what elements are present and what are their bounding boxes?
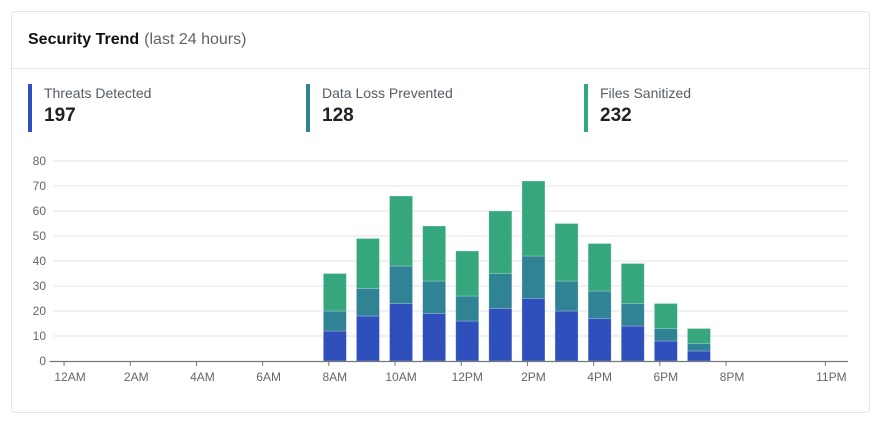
kpi-row: Threats Detected 197 Data Loss Prevented… bbox=[28, 84, 869, 134]
bar-threats-detected bbox=[455, 320, 480, 362]
bar-files-sanitized bbox=[521, 180, 546, 257]
bar-files-sanitized bbox=[587, 243, 612, 292]
bar-threats-detected bbox=[653, 340, 678, 362]
bar-threats-detected bbox=[587, 318, 612, 362]
y-tick-label: 0 bbox=[39, 354, 46, 368]
kpi-label: Data Loss Prevented bbox=[322, 85, 453, 101]
bar-files-sanitized bbox=[488, 210, 513, 274]
bar-threats-detected bbox=[521, 298, 546, 362]
bar-files-sanitized bbox=[620, 263, 645, 304]
bar-files-sanitized bbox=[356, 238, 380, 289]
bar-data-loss-prevented bbox=[455, 295, 480, 322]
card-title: Security Trend bbox=[28, 31, 140, 48]
y-tick-label: 70 bbox=[33, 179, 47, 193]
bar-files-sanitized bbox=[653, 303, 678, 329]
x-tick-label: 12PM bbox=[452, 370, 483, 384]
bar-files-sanitized bbox=[554, 223, 579, 282]
bar-threats-detected bbox=[620, 325, 645, 362]
y-tick-label: 20 bbox=[33, 304, 47, 318]
x-tick-label: 12AM bbox=[54, 370, 85, 384]
kpi-label: Threats Detected bbox=[44, 85, 152, 101]
y-tick-label: 40 bbox=[33, 254, 47, 268]
x-tick-label: 2PM bbox=[521, 370, 546, 384]
bar-threats-detected bbox=[554, 310, 579, 362]
y-tick-label: 10 bbox=[33, 329, 47, 343]
bar-threats-detected bbox=[687, 350, 711, 362]
bar-threats-detected bbox=[488, 308, 513, 362]
bar-data-loss-prevented bbox=[323, 310, 347, 332]
bar-files-sanitized bbox=[389, 195, 413, 267]
x-tick-label: 11PM bbox=[816, 370, 846, 384]
bar-files-sanitized bbox=[422, 225, 446, 282]
kpi-value: 128 bbox=[322, 105, 354, 126]
bar-data-loss-prevented bbox=[356, 288, 380, 317]
bar-files-sanitized bbox=[455, 250, 480, 297]
bar-data-loss-prevented bbox=[554, 280, 579, 312]
x-tick-label: 8PM bbox=[720, 370, 745, 384]
bar-threats-detected bbox=[323, 330, 347, 362]
x-tick-label: 6AM bbox=[256, 370, 281, 384]
x-tick-label: 6PM bbox=[654, 370, 679, 384]
bar-files-sanitized bbox=[687, 328, 711, 344]
kpi-threats-detected: Threats Detected 197 bbox=[28, 84, 151, 132]
kpi-value: 197 bbox=[44, 105, 76, 126]
y-tick-label: 60 bbox=[33, 204, 47, 218]
kpi-label: Files Sanitized bbox=[600, 85, 692, 101]
y-tick-label: 80 bbox=[33, 154, 47, 168]
bar-threats-detected bbox=[356, 315, 380, 362]
bar-data-loss-prevented bbox=[587, 290, 612, 319]
kpi-files-sanitized: Files Sanitized 232 bbox=[584, 84, 691, 132]
y-tick-label: 30 bbox=[33, 279, 47, 293]
x-tick-label: 8AM bbox=[323, 370, 348, 384]
x-tick-label: 4PM bbox=[587, 370, 612, 384]
x-tick-label: 4AM bbox=[190, 370, 215, 384]
kpi-value: 232 bbox=[600, 105, 632, 126]
card-header: Security Trend (last 24 hours) bbox=[12, 12, 869, 69]
bar-data-loss-prevented bbox=[521, 255, 546, 299]
kpi-data-loss-prevented: Data Loss Prevented 128 bbox=[306, 84, 453, 132]
x-tick-label: 2AM bbox=[124, 370, 149, 384]
bar-data-loss-prevented bbox=[389, 265, 413, 304]
bar-data-loss-prevented bbox=[687, 343, 711, 352]
y-tick-label: 50 bbox=[33, 229, 47, 243]
bar-data-loss-prevented bbox=[620, 303, 645, 327]
bar-data-loss-prevented bbox=[488, 273, 513, 309]
x-tick-label: 10AM bbox=[385, 370, 416, 384]
bar-files-sanitized bbox=[323, 273, 347, 312]
bar-threats-detected bbox=[422, 313, 446, 362]
bar-data-loss-prevented bbox=[653, 328, 678, 342]
card-subtitle: (last 24 hours) bbox=[144, 31, 247, 48]
bar-threats-detected bbox=[389, 303, 413, 362]
bar-data-loss-prevented bbox=[422, 280, 446, 314]
